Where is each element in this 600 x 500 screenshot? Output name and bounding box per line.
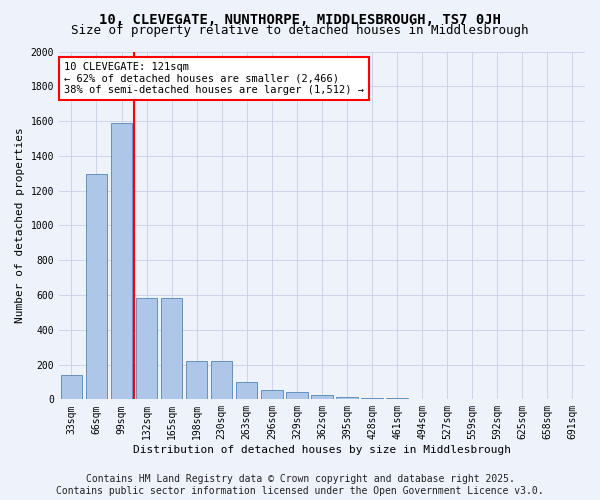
Text: Size of property relative to detached houses in Middlesbrough: Size of property relative to detached ho… <box>71 24 529 37</box>
Bar <box>61 375 82 400</box>
Bar <box>186 361 208 400</box>
Bar <box>86 174 107 400</box>
Bar <box>261 390 283 400</box>
Bar <box>386 398 408 400</box>
Bar <box>161 298 182 400</box>
Text: 10, CLEVEGATE, NUNTHORPE, MIDDLESBROUGH, TS7 0JH: 10, CLEVEGATE, NUNTHORPE, MIDDLESBROUGH,… <box>99 12 501 26</box>
Bar <box>311 395 332 400</box>
Text: 10 CLEVEGATE: 121sqm
← 62% of detached houses are smaller (2,466)
38% of semi-de: 10 CLEVEGATE: 121sqm ← 62% of detached h… <box>64 62 364 95</box>
Bar <box>211 361 232 400</box>
Bar <box>361 398 383 400</box>
Bar <box>236 382 257 400</box>
Bar <box>337 396 358 400</box>
X-axis label: Distribution of detached houses by size in Middlesbrough: Distribution of detached houses by size … <box>133 445 511 455</box>
Bar <box>286 392 308 400</box>
Bar <box>136 298 157 400</box>
Bar <box>111 123 132 400</box>
Y-axis label: Number of detached properties: Number of detached properties <box>15 128 25 324</box>
Text: Contains HM Land Registry data © Crown copyright and database right 2025.
Contai: Contains HM Land Registry data © Crown c… <box>56 474 544 496</box>
